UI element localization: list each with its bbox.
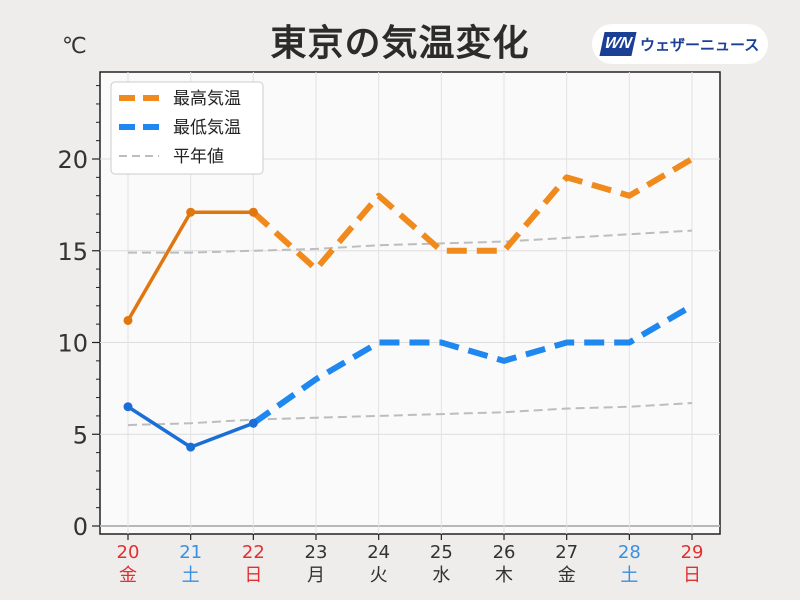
x-tick-label-weekday: 土 xyxy=(182,565,200,586)
legend-high-label: 最高気温 xyxy=(173,89,241,109)
x-tick-label-weekday: 日 xyxy=(683,565,701,586)
y-axis-ticks: 0 5 10 15 20 xyxy=(57,85,100,541)
x-tick-label-day: 21 xyxy=(179,542,202,563)
normal-temperature-line xyxy=(128,229,693,254)
x-tick-label-weekday: 水 xyxy=(432,565,450,586)
x-tick-label-weekday: 土 xyxy=(620,565,638,586)
y-tick-label: 10 xyxy=(57,330,88,358)
x-tick-label-day: 22 xyxy=(242,542,265,563)
y-tick-label: 5 xyxy=(73,421,88,449)
x-tick-label-day: 23 xyxy=(305,542,328,563)
low-forecast-line xyxy=(251,303,694,426)
high-observed-point xyxy=(248,207,258,217)
x-tick-label-day: 29 xyxy=(681,542,704,563)
x-tick-label-day: 24 xyxy=(367,542,390,563)
low-observed-point xyxy=(248,418,258,428)
x-tick-label-day: 20 xyxy=(117,542,140,563)
y-tick-label: 0 xyxy=(73,513,88,541)
legend-box xyxy=(110,81,264,175)
weathernews-logo: WN ウェザーニュース xyxy=(592,24,768,64)
high-forecast-line xyxy=(251,156,694,273)
x-tick-label-day: 26 xyxy=(493,542,516,563)
x-tick-label-day: 28 xyxy=(618,542,641,563)
x-tick-label-weekday: 月 xyxy=(307,565,325,586)
legend-normal-label: 平年値 xyxy=(173,147,224,167)
y-axis-unit: ℃ xyxy=(62,34,87,59)
x-tick-label-weekday: 金 xyxy=(119,565,137,586)
high-observed-point xyxy=(186,207,196,217)
low-observed-point xyxy=(123,402,133,412)
high-observed-point xyxy=(123,315,133,325)
y-tick-label: 15 xyxy=(57,238,88,266)
x-tick-label-weekday: 日 xyxy=(244,565,262,586)
x-tick-label-weekday: 金 xyxy=(558,565,576,586)
x-tick-label-day: 27 xyxy=(555,542,578,563)
chart-title: 東京の気温変化 xyxy=(270,23,530,64)
series-layer xyxy=(123,156,694,452)
low-observed-point xyxy=(186,442,196,452)
legend-low-label: 最低気温 xyxy=(173,118,241,138)
y-tick-label: 20 xyxy=(57,146,88,174)
x-tick-label-weekday: 木 xyxy=(495,565,513,586)
normal-temperature-line xyxy=(127,402,693,427)
x-tick-label-weekday: 火 xyxy=(370,565,388,586)
weathernews-logo-text: ウェザーニュース xyxy=(640,35,760,54)
x-tick-label-day: 25 xyxy=(430,542,453,563)
